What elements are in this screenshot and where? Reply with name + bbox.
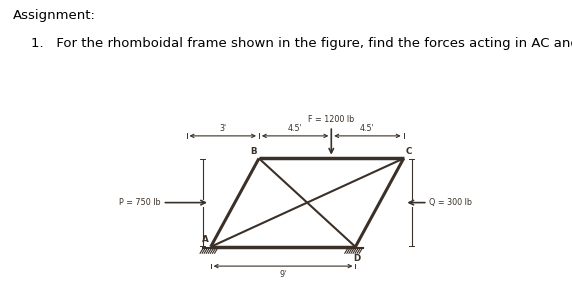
Text: B: B (250, 147, 257, 156)
Text: Q = 300 lb: Q = 300 lb (430, 198, 472, 207)
Text: P = 750 lb: P = 750 lb (119, 198, 161, 207)
Text: 9': 9' (280, 270, 287, 279)
Text: 4.5': 4.5' (288, 124, 303, 133)
Text: 4.5': 4.5' (360, 124, 375, 133)
Text: Assignment:: Assignment: (13, 9, 96, 22)
Text: C: C (406, 147, 412, 156)
Text: D: D (353, 254, 360, 263)
Text: A: A (202, 235, 208, 245)
Text: 3': 3' (219, 124, 227, 133)
Text: F = 1200 lb: F = 1200 lb (308, 115, 355, 124)
Text: 1.   For the rhomboidal frame shown in the figure, find the forces acting in AC : 1. For the rhomboidal frame shown in the… (31, 37, 572, 50)
